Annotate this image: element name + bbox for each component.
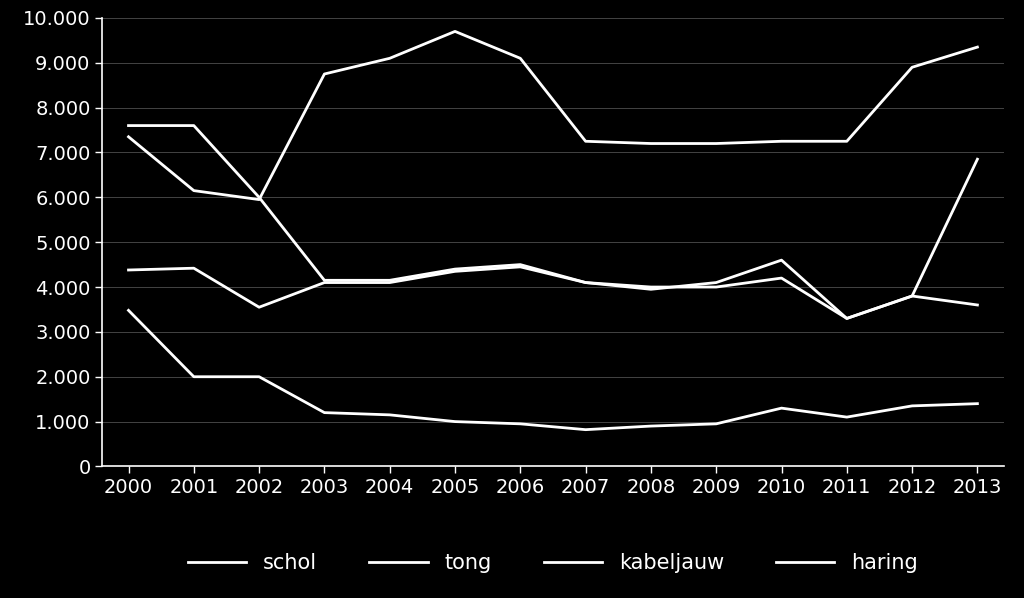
Legend: schol, tong, kabeljauw, haring: schol, tong, kabeljauw, haring <box>180 545 926 582</box>
